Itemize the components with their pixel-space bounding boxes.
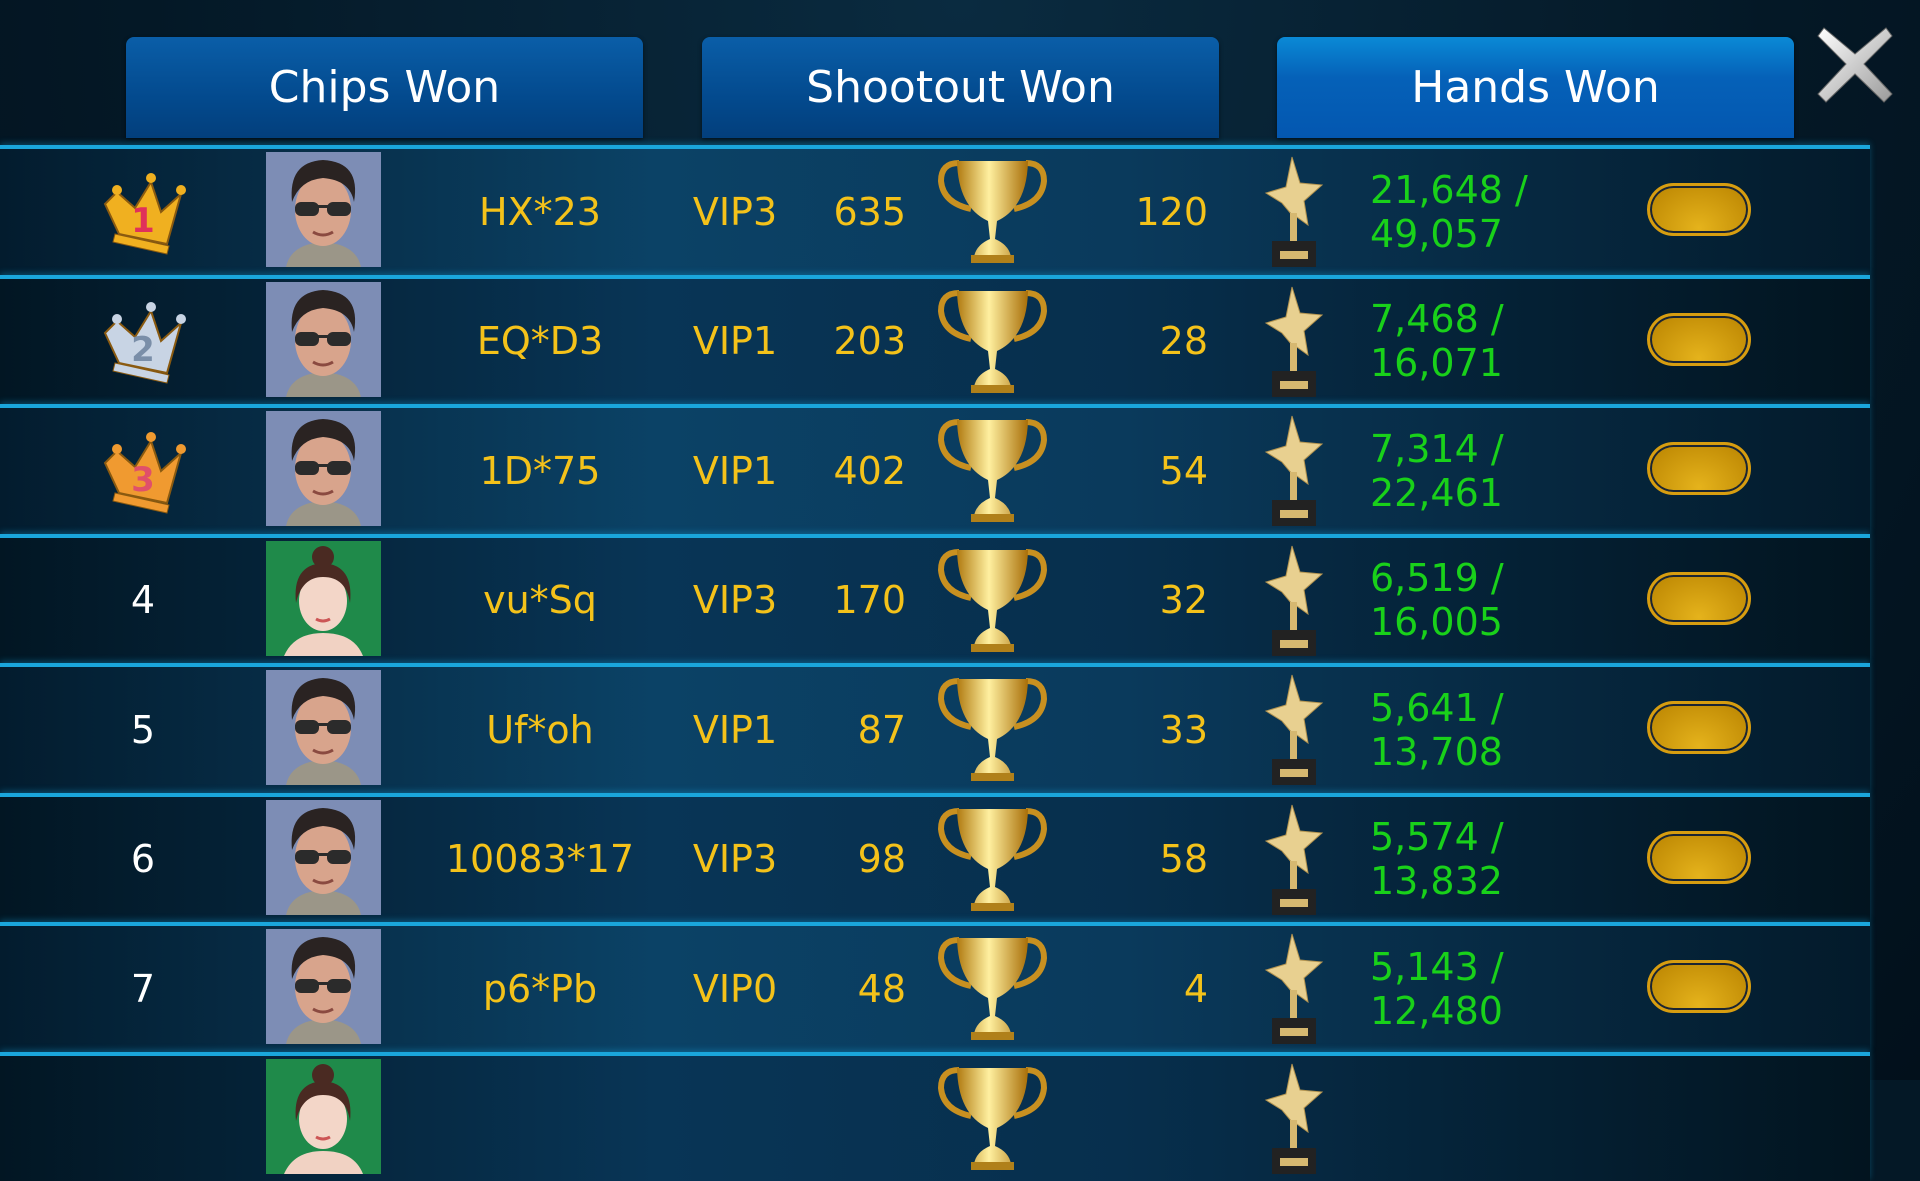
avatar[interactable] bbox=[266, 411, 381, 526]
tab-hands-won[interactable]: Hands Won bbox=[1277, 37, 1794, 138]
tab-chips-won[interactable]: Chips Won bbox=[126, 37, 643, 138]
avatar[interactable] bbox=[266, 541, 381, 656]
shootout-count: 87 bbox=[790, 667, 906, 792]
gold-button[interactable] bbox=[1647, 960, 1751, 1013]
vip-level: VIP3 bbox=[660, 149, 810, 274]
player-name: vu*Sq bbox=[430, 538, 650, 663]
svg-text:2: 2 bbox=[131, 330, 155, 370]
hands-count: 32 bbox=[1100, 538, 1208, 663]
vip-level: VIP3 bbox=[660, 538, 810, 663]
gold-button[interactable] bbox=[1647, 701, 1751, 754]
table-row: 7 p6*Pb VIP0 48 4 5,143 / 12,480 bbox=[0, 922, 1870, 1052]
shootout-count: 402 bbox=[790, 408, 906, 533]
hands-count: 54 bbox=[1100, 408, 1208, 533]
chips-won: 5,574 / 13,832 bbox=[1370, 797, 1645, 922]
player-name: 1D*75 bbox=[430, 408, 650, 533]
player-name: 10083*17 bbox=[430, 797, 650, 922]
star-award-icon bbox=[1262, 414, 1326, 528]
trophy-icon bbox=[937, 805, 1048, 913]
avatar[interactable] bbox=[266, 929, 381, 1044]
rank-crown-icon: 2 bbox=[95, 279, 191, 404]
shootout-count: 170 bbox=[790, 538, 906, 663]
hands-count: 28 bbox=[1100, 279, 1208, 404]
chips-won: 7,314 / 22,461 bbox=[1370, 408, 1645, 533]
table-row: 3 1D*75 VIP1 402 54 7,314 / 22,461 bbox=[0, 404, 1870, 534]
trophy-icon bbox=[937, 287, 1048, 395]
hands-count: 33 bbox=[1100, 667, 1208, 792]
svg-text:1: 1 bbox=[131, 201, 155, 241]
player-name: EQ*D3 bbox=[430, 279, 650, 404]
star-award-icon bbox=[1262, 803, 1326, 917]
table-row: 4 vu*Sq VIP3 170 32 6,519 / 16,005 bbox=[0, 534, 1870, 664]
vip-level: VIP1 bbox=[660, 667, 810, 792]
svg-text:3: 3 bbox=[131, 460, 155, 500]
vip-level: VIP1 bbox=[660, 408, 810, 533]
tab-shootout-won[interactable]: Shootout Won bbox=[702, 37, 1219, 138]
table-row: 1 HX*23 VIP3 635 120 21,648 / 49,057 bbox=[0, 145, 1870, 275]
close-icon[interactable] bbox=[1816, 24, 1894, 104]
avatar[interactable] bbox=[266, 1059, 381, 1174]
player-name: Uf*oh bbox=[430, 667, 650, 792]
avatar[interactable] bbox=[266, 670, 381, 785]
hands-count: 4 bbox=[1100, 926, 1208, 1051]
trophy-icon bbox=[937, 675, 1048, 783]
rank-crown-icon: 3 bbox=[95, 408, 191, 533]
star-award-icon bbox=[1262, 1062, 1326, 1176]
trophy-icon bbox=[937, 546, 1048, 654]
vip-level: VIP1 bbox=[660, 279, 810, 404]
table-row: 5 Uf*oh VIP1 87 33 5,641 / 13,708 bbox=[0, 663, 1870, 793]
trophy-icon bbox=[937, 157, 1048, 265]
star-award-icon bbox=[1262, 544, 1326, 658]
rank: 6 bbox=[95, 797, 191, 922]
player-name: p6*Pb bbox=[430, 926, 650, 1051]
star-award-icon bbox=[1262, 155, 1326, 269]
star-award-icon bbox=[1262, 285, 1326, 399]
star-award-icon bbox=[1262, 932, 1326, 1046]
gold-button[interactable] bbox=[1647, 183, 1751, 236]
trophy-icon bbox=[937, 934, 1048, 1042]
shootout-count: 203 bbox=[790, 279, 906, 404]
table-row bbox=[0, 1052, 1870, 1181]
vip-level: VIP0 bbox=[660, 926, 810, 1051]
rank: 7 bbox=[95, 926, 191, 1051]
trophy-icon bbox=[937, 416, 1048, 524]
rank-crown-icon: 1 bbox=[95, 149, 191, 274]
gold-button[interactable] bbox=[1647, 313, 1751, 366]
avatar[interactable] bbox=[266, 152, 381, 267]
star-award-icon bbox=[1262, 673, 1326, 787]
chips-won: 7,468 / 16,071 bbox=[1370, 279, 1645, 404]
chips-won: 21,648 / 49,057 bbox=[1370, 149, 1645, 274]
rank: 4 bbox=[95, 538, 191, 663]
avatar[interactable] bbox=[266, 282, 381, 397]
table-row: 2 EQ*D3 VIP1 203 28 7,468 / 16,071 bbox=[0, 275, 1870, 405]
avatar[interactable] bbox=[266, 800, 381, 915]
gold-button[interactable] bbox=[1647, 831, 1751, 884]
vip-level: VIP3 bbox=[660, 797, 810, 922]
chips-won: 6,519 / 16,005 bbox=[1370, 538, 1645, 663]
shootout-count: 48 bbox=[790, 926, 906, 1051]
gold-button[interactable] bbox=[1647, 442, 1751, 495]
table-row: 6 10083*17 VIP3 98 58 5,574 / 13,832 bbox=[0, 793, 1870, 923]
chips-won: 5,143 / 12,480 bbox=[1370, 926, 1645, 1051]
shootout-count: 635 bbox=[790, 149, 906, 274]
chips-won: 5,641 / 13,708 bbox=[1370, 667, 1645, 792]
rank: 5 bbox=[95, 667, 191, 792]
gold-button[interactable] bbox=[1647, 572, 1751, 625]
hands-count: 120 bbox=[1100, 149, 1208, 274]
hands-count: 58 bbox=[1100, 797, 1208, 922]
shootout-count: 98 bbox=[790, 797, 906, 922]
player-name: HX*23 bbox=[430, 149, 650, 274]
